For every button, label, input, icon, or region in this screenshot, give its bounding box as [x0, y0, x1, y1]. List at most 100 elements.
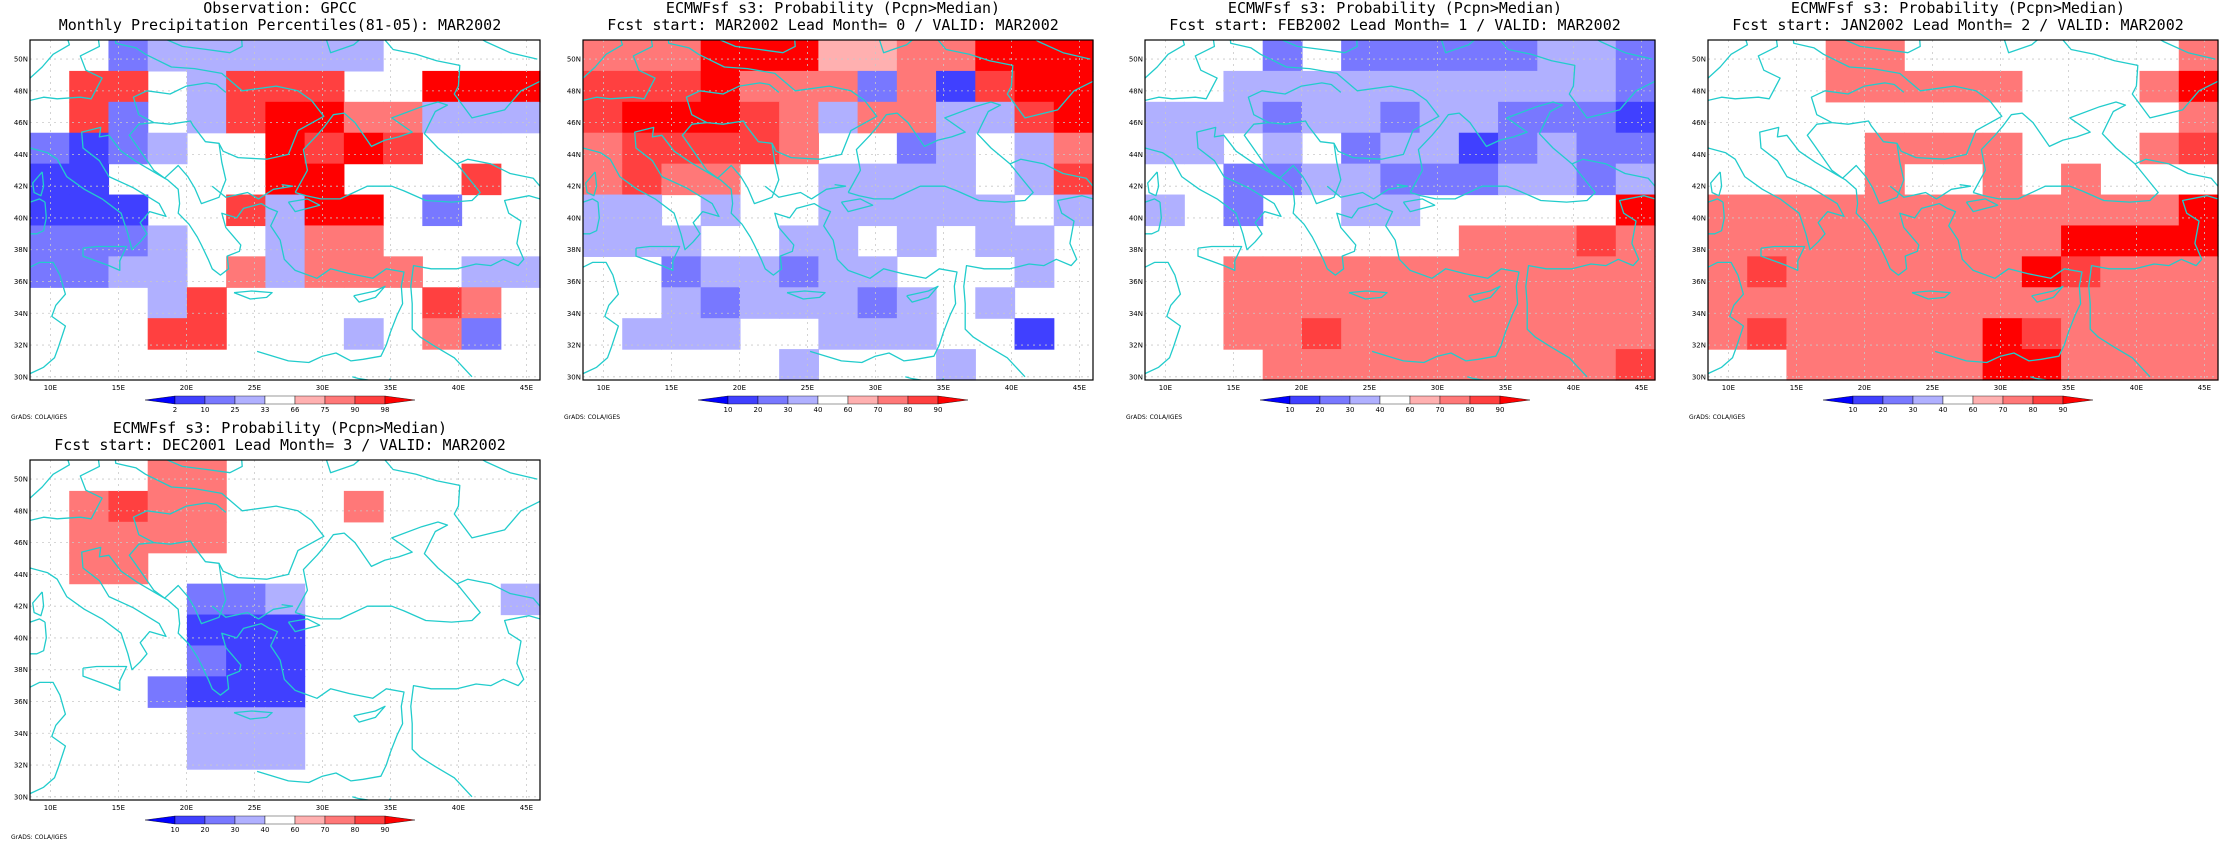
coastline [287, 618, 321, 633]
lon-tick-label: 35E [1499, 384, 1512, 392]
lat-tick-label: 46N [1692, 119, 1706, 127]
grid-cell [226, 40, 266, 72]
grid-cell [1708, 225, 1748, 257]
coastline [30, 40, 71, 79]
panel-title-line2: Fcst start: MAR2002 Lead Month= 0 / VALI… [607, 16, 1059, 34]
grid-cell [108, 101, 149, 134]
grid-cell [1537, 70, 1578, 103]
grid-cell [1537, 256, 1578, 288]
coastline [1326, 183, 1409, 200]
grid-cell [1576, 349, 1617, 381]
grid-cell [1576, 225, 1617, 257]
panel-forecast-lead-1: ECMWFsf s3: Probability (Pcpn>Median) Fc… [1125, 0, 1665, 421]
grid-cell [1262, 318, 1303, 350]
coastline [410, 615, 540, 798]
grid-cell [226, 583, 266, 616]
colorbar-segment [1439, 395, 1471, 405]
grid-cell [2139, 318, 2180, 350]
grid-cell [1014, 163, 1055, 196]
grid-cell [1904, 318, 1944, 350]
lon-tick-label: 45E [1635, 384, 1648, 392]
lat-tick-label: 42N [1129, 183, 1143, 191]
grid-cell [108, 552, 149, 585]
grid-cell [779, 132, 819, 165]
grid-cell [1786, 194, 1827, 227]
lon-tick-label: 40E [1005, 384, 1018, 392]
coastline [353, 285, 386, 303]
grid-cell [1053, 132, 1094, 165]
coastline [1965, 198, 1999, 213]
grid-cell [383, 101, 423, 134]
coastline [30, 460, 71, 499]
coastline [128, 121, 227, 205]
grid-cell [343, 318, 384, 350]
grid-cell [857, 40, 898, 72]
coastline [667, 40, 878, 160]
grid-cell [1301, 163, 1342, 196]
grid-cell [1576, 318, 1617, 350]
grid-cell [1747, 225, 1788, 257]
grid-cell [30, 132, 70, 165]
grid-cell [1145, 194, 1185, 227]
grid-cell [226, 676, 266, 708]
coastline [294, 101, 481, 203]
coastline [1009, 158, 1093, 187]
colorbar-segment [324, 395, 356, 405]
coastline [1525, 195, 1655, 378]
grid-cell [739, 101, 780, 134]
grid-cell [226, 194, 266, 227]
grid-cell [896, 132, 937, 165]
grid-cell [1341, 40, 1381, 72]
grid-cell [857, 194, 898, 227]
grid-cell [1262, 256, 1303, 288]
grid-cell [1904, 349, 1944, 381]
map-frame [1707, 39, 2219, 381]
lon-tick-label: 25E [248, 384, 261, 392]
grid-cell [147, 490, 188, 523]
grid-cell [304, 40, 345, 72]
grid-cell [700, 287, 741, 319]
colorbar-segment [1409, 395, 1441, 405]
precip-grid [30, 40, 541, 350]
lat-tick-label: 34N [14, 730, 28, 738]
grid-cell [1341, 70, 1381, 103]
lon-tick-label: 40E [1567, 384, 1580, 392]
grid-cell [1537, 349, 1578, 381]
coastline [963, 195, 1093, 378]
coastline [294, 521, 481, 623]
grid-cell [343, 101, 384, 134]
coastline [325, 40, 540, 119]
grid-cell [1014, 40, 1055, 72]
grid-cell [226, 614, 266, 647]
grid-cell [147, 225, 188, 257]
grid-cell [1498, 101, 1538, 134]
lat-tick-label: 46N [1129, 119, 1143, 127]
grid-cell [2139, 349, 2180, 381]
coastline [1402, 198, 1436, 213]
colorbar-label: 66 [291, 406, 300, 414]
grid-cell [1615, 132, 1656, 165]
lat-tick-label: 42N [1692, 183, 1706, 191]
lat-tick-label: 50N [1129, 56, 1143, 64]
grid-cell [2178, 287, 2219, 319]
lon-tick-label: 35E [937, 384, 950, 392]
coastline [211, 183, 294, 200]
lat-tick-label: 44N [1692, 151, 1706, 159]
coastline [30, 546, 405, 784]
grid-cell [422, 194, 463, 227]
grid-cell [975, 225, 1016, 257]
lon-tick-label: 40E [452, 804, 465, 812]
grid-cell [661, 225, 702, 257]
precip-grid [583, 40, 1094, 381]
grid-cell [857, 256, 898, 288]
grid-cell [108, 490, 149, 523]
coastline [1145, 261, 1182, 375]
grid-cell [1982, 318, 2023, 350]
colorbar-label: 20 [1316, 406, 1325, 414]
lat-tick-label: 40N [14, 634, 28, 642]
colorbar-segment [174, 815, 206, 825]
coastline [583, 40, 624, 79]
lat-tick-label: 50N [1692, 56, 1706, 64]
grid-cell [700, 70, 741, 103]
coastline [32, 591, 45, 617]
